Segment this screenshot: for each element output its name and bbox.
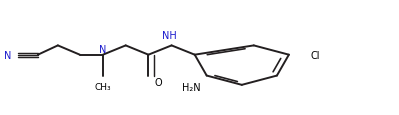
Text: N: N: [4, 50, 12, 60]
Text: Cl: Cl: [310, 50, 320, 60]
Text: H₂N: H₂N: [182, 82, 201, 92]
Text: NH: NH: [162, 31, 177, 41]
Text: O: O: [154, 77, 162, 87]
Text: N: N: [99, 45, 107, 54]
Text: CH₃: CH₃: [95, 82, 111, 91]
